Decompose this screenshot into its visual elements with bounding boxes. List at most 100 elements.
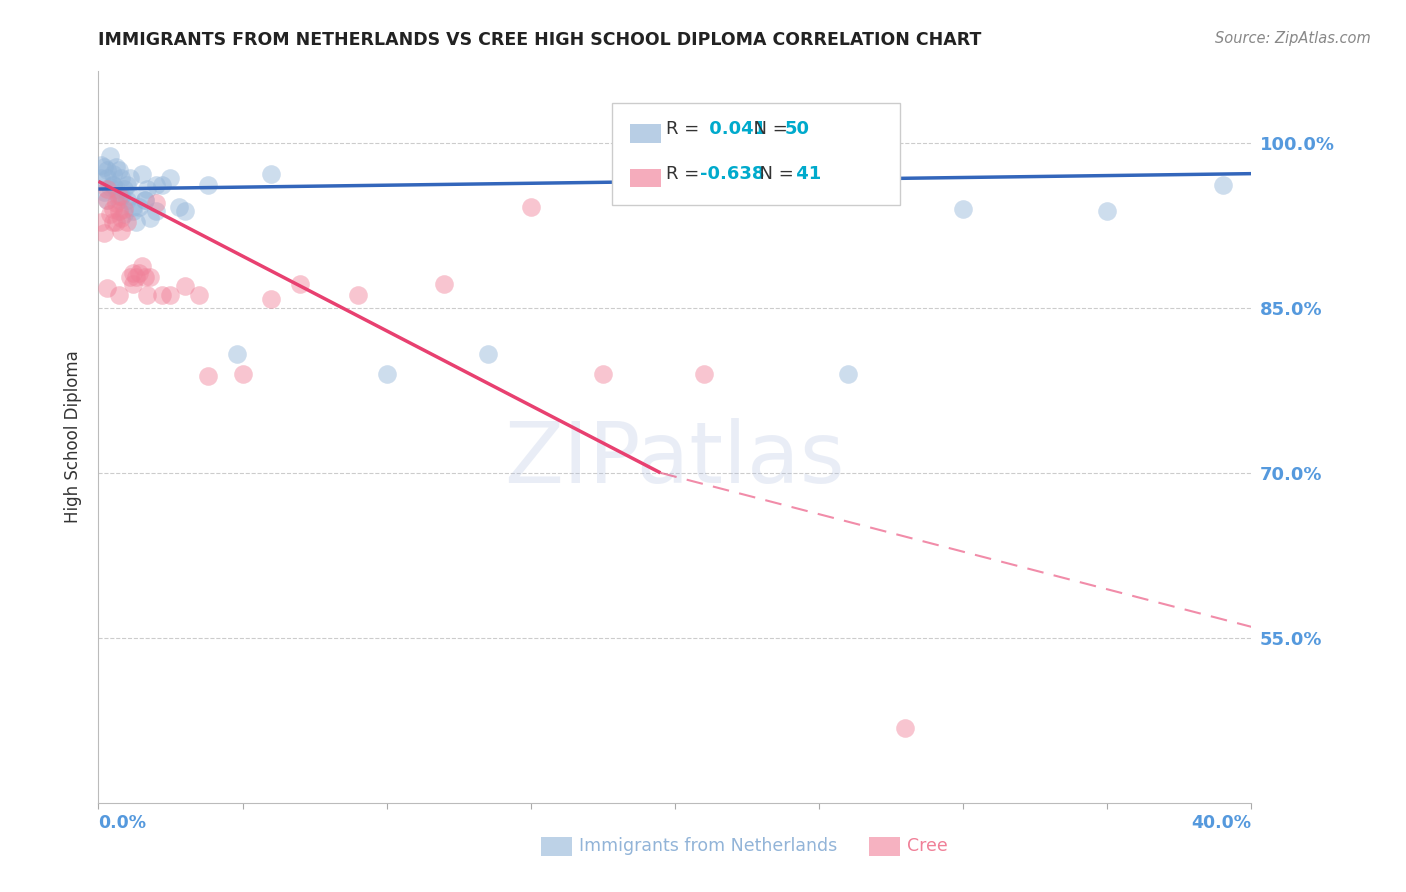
Point [139, 270, 162, 285]
Point [150, 287, 173, 301]
Text: R =: R = [666, 165, 706, 183]
Point [120, 171, 142, 186]
Point [174, 204, 197, 219]
Point [96, 163, 118, 178]
Point [128, 266, 150, 280]
Point [96, 281, 118, 295]
Point [139, 211, 162, 225]
Point [136, 182, 159, 196]
Point [120, 270, 142, 285]
Point [107, 188, 129, 202]
Text: ZIPatlas: ZIPatlas [505, 417, 845, 500]
Text: N =: N = [748, 165, 800, 183]
Point [98, 207, 121, 221]
Point [101, 202, 124, 216]
Point [125, 270, 148, 285]
Point [104, 182, 127, 196]
Point [136, 287, 159, 301]
Point [112, 207, 135, 221]
Point [592, 367, 614, 381]
Point [1212, 178, 1234, 192]
Point [150, 178, 173, 192]
Point [346, 287, 368, 301]
Point [120, 188, 142, 202]
Text: Source: ZipAtlas.com: Source: ZipAtlas.com [1215, 31, 1371, 46]
Point [122, 266, 145, 280]
Point [110, 188, 132, 202]
Point [112, 202, 135, 216]
Point [134, 193, 156, 207]
Text: -0.638: -0.638 [700, 165, 765, 183]
Point [167, 200, 190, 214]
Point [260, 167, 283, 181]
Point [952, 202, 974, 216]
Text: 41: 41 [790, 165, 821, 183]
Text: 40.0%: 40.0% [1191, 814, 1251, 831]
Point [93, 186, 115, 200]
Point [117, 178, 139, 192]
Point [837, 367, 859, 381]
Point [101, 178, 124, 192]
Point [104, 160, 127, 174]
Point [128, 200, 150, 214]
Point [188, 287, 211, 301]
Text: Cree: Cree [907, 837, 948, 855]
Text: Immigrants from Netherlands: Immigrants from Netherlands [579, 837, 838, 855]
Point [131, 259, 153, 273]
Text: R =: R = [666, 120, 706, 138]
Point [98, 149, 121, 163]
Point [145, 196, 167, 211]
Text: 0.041: 0.041 [703, 120, 766, 138]
Point [112, 182, 135, 196]
Point [90, 215, 112, 229]
Point [96, 182, 118, 196]
Point [231, 367, 254, 381]
Point [110, 224, 132, 238]
Point [98, 179, 121, 194]
Point [620, 178, 643, 192]
Point [107, 287, 129, 301]
Point [96, 193, 118, 207]
Point [93, 160, 115, 174]
Point [520, 200, 543, 214]
Point [101, 215, 124, 229]
Point [107, 163, 129, 178]
Point [1097, 204, 1119, 219]
Point [477, 347, 499, 361]
Point [104, 215, 127, 229]
Text: N =: N = [742, 120, 794, 138]
Point [145, 178, 167, 192]
Point [145, 204, 167, 219]
Point [101, 178, 124, 192]
Point [134, 193, 156, 207]
Point [125, 215, 148, 229]
Point [197, 178, 219, 192]
Point [122, 200, 145, 214]
Point [110, 188, 132, 202]
Point [375, 367, 398, 381]
Point [159, 287, 181, 301]
Point [107, 204, 129, 219]
Point [131, 167, 153, 181]
Text: 50: 50 [785, 120, 810, 138]
Point [122, 204, 145, 219]
Point [110, 171, 132, 186]
Point [104, 196, 127, 211]
Point [117, 193, 139, 207]
Point [693, 367, 716, 381]
Point [894, 721, 917, 735]
Point [107, 193, 129, 207]
Point [290, 277, 312, 291]
Point [225, 347, 247, 361]
Point [159, 171, 181, 186]
Point [174, 278, 197, 293]
Point [101, 167, 124, 181]
Point [96, 193, 118, 207]
Point [260, 292, 283, 306]
Point [117, 215, 139, 229]
Text: IMMIGRANTS FROM NETHERLANDS VS CREE HIGH SCHOOL DIPLOMA CORRELATION CHART: IMMIGRANTS FROM NETHERLANDS VS CREE HIGH… [98, 31, 981, 49]
Point [93, 226, 115, 240]
Point [110, 211, 132, 225]
Point [122, 277, 145, 291]
Point [197, 369, 219, 384]
